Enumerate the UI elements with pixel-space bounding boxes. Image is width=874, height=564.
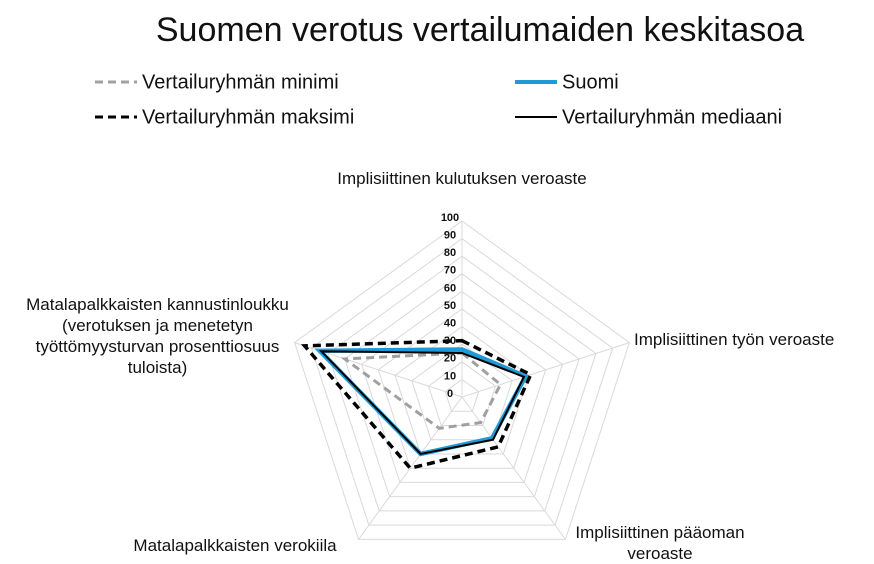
legend-label: Vertailuryhmän mediaani xyxy=(562,106,782,128)
grid-ring xyxy=(444,378,480,412)
category-label: Implisiittinen pääoman veroaste xyxy=(575,523,745,563)
r-tick-label: 60 xyxy=(444,282,456,294)
legend-label: Suomi xyxy=(562,71,619,93)
series-line xyxy=(300,338,533,471)
category-label: Implisiittinen kulutuksen veroaste xyxy=(337,169,587,188)
legend-label: Vertailuryhmän minimi xyxy=(142,71,339,93)
category-label: Implisiittinen työn veroaste xyxy=(634,330,835,349)
grid-ring xyxy=(377,308,547,469)
grid-ring xyxy=(394,325,530,455)
r-tick-label: 10 xyxy=(444,370,456,382)
category-label: Matalapalkkaisten kannustinloukku (verot… xyxy=(26,295,289,377)
r-tick-label: 20 xyxy=(444,353,456,365)
grid-ring xyxy=(310,237,614,526)
grid-ring xyxy=(294,220,630,540)
spoke xyxy=(461,342,630,398)
r-tick-label: 80 xyxy=(444,247,456,259)
r-tick-label: 100 xyxy=(441,212,459,224)
r-tick-label: 70 xyxy=(444,265,456,277)
category-label: Matalapalkkaisten verokiila xyxy=(133,536,337,555)
r-tick-label: 50 xyxy=(444,300,456,312)
series-line xyxy=(340,351,503,430)
grid-ring xyxy=(327,255,597,512)
grid-ring xyxy=(411,343,513,441)
spoke xyxy=(358,396,463,540)
series-line xyxy=(319,350,526,456)
r-tick-label: 0 xyxy=(447,388,453,400)
legend-label: Vertailuryhmän maksimi xyxy=(142,106,354,128)
spoke xyxy=(461,396,566,540)
chart-title: Suomen verotus vertailumaiden keskitasoa xyxy=(156,11,804,49)
r-tick-label: 90 xyxy=(444,230,456,242)
r-tick-label: 30 xyxy=(444,335,456,347)
grid-ring xyxy=(344,273,580,498)
r-tick-label: 40 xyxy=(444,318,456,330)
